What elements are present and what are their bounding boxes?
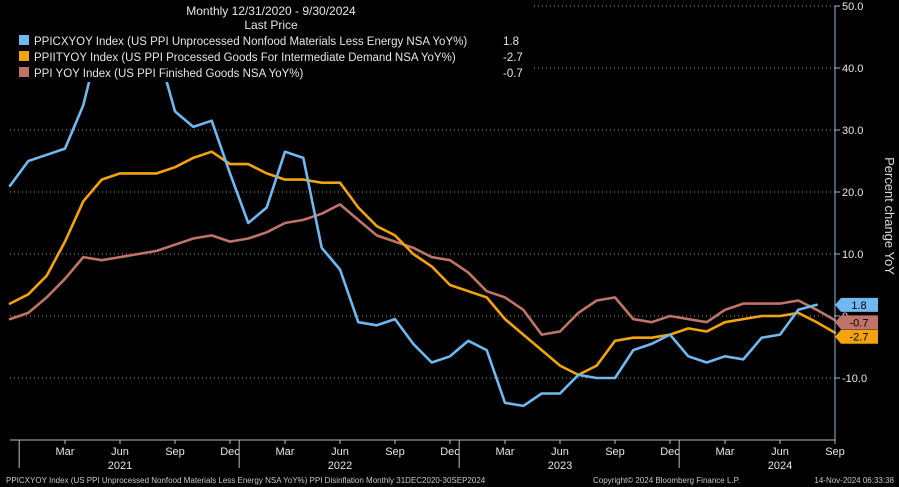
legend-panel: Monthly 12/31/2020 - 9/30/2024 Last Pric… [10,2,532,82]
x-tick-label: Jun [111,446,129,458]
legend-label-ppicxyoy: PPICXYOY Index (US PPI Unprocessed Nonfo… [34,36,467,48]
x-tick-label: Sep [605,446,625,458]
x-tick-label: Mar [716,446,735,458]
x-tick-label: Mar [56,446,75,458]
x-tick-label: Sep [385,446,405,458]
y-axis-title: Percent change YoY [882,157,897,275]
last-value-tag: 1.8 [835,297,878,312]
series-line-ppicxyoy-index [8,29,819,408]
x-year-label: 2021 [108,460,132,472]
last-value-tags: 1.8 -0.7 -2.7 [835,297,878,344]
last-value-tag: -2.7 [835,329,878,344]
x-tick-label: Sep [165,446,185,458]
last-value-tag-shape [835,315,878,330]
x-tick-label: Dec [440,446,460,458]
series-line-ppiityoy-index [8,150,837,377]
x-year-label: 2022 [328,460,352,472]
x-tick-label: Dec [660,446,680,458]
last-price-header: Last Price [244,18,298,32]
x-year-label: 2024 [768,460,792,472]
footer-description: PPICXYOY Index (US PPI Unprocessed Nonfo… [6,476,486,485]
last-value-tag-shape [835,297,878,312]
last-value-tag: -0.7 [835,315,878,330]
y-tick-label: 50.0 [842,1,863,13]
right-axis: -10.0010.020.030.040.050.0 [834,1,867,440]
footer-copyright: Copyright© 2024 Bloomberg Finance L.P. [593,476,740,485]
y-tick-label: -10.0 [842,373,867,385]
last-value-tag-shape [835,329,878,344]
last-value-tag-label: 1.8 [851,300,866,312]
last-value-tag-label: -2.7 [850,332,869,344]
y-tick-label: 20.0 [842,187,863,199]
legend-swatch-ppi-yoy [19,67,29,77]
series-line-ppi-yoy-index [8,203,837,336]
legend-label-ppi-yoy: PPI YOY Index (US PPI Finished Goods NSA… [34,68,303,80]
legend-value-ppiityoy: -2.7 [503,52,523,64]
series-lines [8,29,837,408]
x-tick-label: Mar [276,446,295,458]
date-range-title: Monthly 12/31/2020 - 9/30/2024 [186,4,356,18]
x-tick-label: Jun [771,446,789,458]
legend-value-ppicxyoy: 1.8 [503,36,519,48]
x-tick-label: Sep [825,446,845,458]
legend-swatch-ppiityoy [19,51,29,61]
legend-swatch-ppicxyoy [19,35,29,45]
footer-timestamp: 14-Nov-2024 06:33:38 [814,476,894,485]
bottom-axis: Mar Jun Sep Dec Mar Jun Sep Dec Mar Jun Sep Dec Mar J… [10,439,845,472]
x-year-label: 2023 [548,460,572,472]
x-tick-label: Dec [220,446,240,458]
last-value-tag-label: -0.7 [850,317,869,329]
x-tick-label: Jun [331,446,349,458]
legend-label-ppiityoy: PPIITYOY Index (US PPI Processed Goods F… [34,52,456,64]
x-tick-label: Mar [496,446,515,458]
x-tick-label: Jun [551,446,569,458]
y-tick-label: 40.0 [842,63,863,75]
legend-background [10,2,532,82]
y-tick-label: 10.0 [842,249,863,261]
legend-value-ppi-yoy: -0.7 [503,68,523,80]
y-tick-label: 30.0 [842,125,863,137]
